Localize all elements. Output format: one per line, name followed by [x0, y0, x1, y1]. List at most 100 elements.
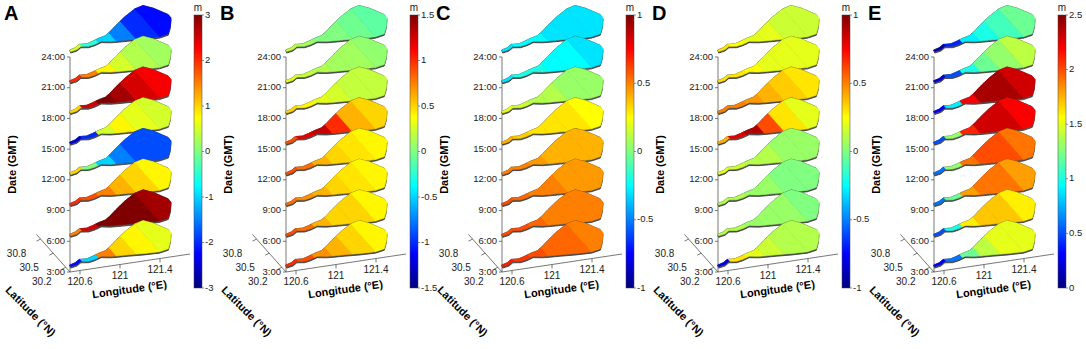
- colorbar-tick: [850, 288, 852, 289]
- colorbar-unit: m: [842, 2, 850, 13]
- colorbar-tick-label: -0.5: [853, 213, 869, 224]
- water-level-cell: [296, 163, 314, 170]
- water-level-cell: [351, 36, 387, 67]
- z-axis-line: [502, 57, 503, 272]
- z-axis-line: [718, 57, 719, 272]
- water-level-cell: [999, 36, 1035, 67]
- y-tick: [913, 253, 917, 255]
- water-level-cell: [944, 193, 962, 200]
- water-level-cell: [728, 255, 746, 262]
- x-tick: [1024, 259, 1025, 263]
- y-tick-label: 30.8: [439, 248, 459, 259]
- y-tick-label: 30.5: [451, 262, 471, 273]
- y-tick: [49, 253, 53, 255]
- z-axis-line: [70, 57, 71, 272]
- y-axis-title: Latitude (°N): [219, 284, 274, 339]
- colorbar-tick-label: 0: [637, 145, 642, 156]
- x-tick-label: 121.4: [795, 264, 820, 275]
- x-axis-title: Longitude (°E): [523, 278, 600, 300]
- water-level-cell: [502, 198, 514, 205]
- water-level-cell: [286, 167, 298, 174]
- z-tick-label: 24:00: [905, 51, 929, 62]
- z-tick: [283, 241, 286, 242]
- water-level-cell: [502, 106, 514, 113]
- z-tick-label: 9:00: [263, 204, 282, 215]
- colorbar-tick-label: 0.5: [853, 77, 866, 88]
- z-tick-label: 9:00: [911, 204, 930, 215]
- water-level-cell: [934, 198, 946, 205]
- water-level-cell: [80, 70, 98, 77]
- x-tick-label: 121.4: [1011, 264, 1036, 275]
- colorbar-tick: [850, 151, 852, 152]
- water-level-cell: [80, 163, 98, 170]
- z-tick-label: 15:00: [41, 143, 65, 154]
- z-tick: [715, 272, 718, 273]
- colorbar-tick: [634, 288, 636, 289]
- y-tick-label: 30.5: [19, 262, 39, 273]
- y-tick-label: 30.5: [883, 262, 903, 273]
- colorbar-unit: m: [626, 2, 634, 13]
- z-tick: [715, 87, 718, 88]
- slice-shadow: [934, 221, 1036, 269]
- colorbar-tick-label: 0: [205, 145, 210, 156]
- time-slice: [502, 221, 604, 269]
- slice-shadow: [286, 221, 388, 269]
- z-tick-label: 12:00: [473, 173, 497, 184]
- x-tick-label: 121: [760, 270, 777, 281]
- water-level-cell: [296, 224, 314, 231]
- z-tick: [283, 149, 286, 150]
- time-slice: [718, 221, 820, 269]
- z-tick-label: 3:00: [479, 266, 498, 277]
- x-tick: [80, 271, 81, 275]
- water-level-cell: [999, 98, 1035, 129]
- z-tick-label: 15:00: [257, 143, 281, 154]
- water-level-cell: [718, 75, 730, 82]
- water-level-cell: [718, 167, 730, 174]
- x-tick: [376, 259, 377, 263]
- water-level-cell: [286, 229, 298, 236]
- colorbar-tick: [1066, 178, 1068, 179]
- z-tick: [931, 87, 934, 88]
- panel-letter: B: [220, 2, 234, 24]
- z-tick: [715, 179, 718, 180]
- colorbar-tick-label: 2: [205, 54, 210, 65]
- y-tick: [469, 239, 473, 241]
- colorbar-tick-label: 0: [1069, 282, 1074, 293]
- z-tick: [67, 118, 70, 119]
- water-level-cell: [80, 224, 98, 231]
- x-axis-title: Longitude (°E): [91, 278, 168, 300]
- water-level-cell: [296, 193, 314, 200]
- colorbar: [842, 15, 850, 288]
- y-axis-title: Latitude (°N): [3, 284, 58, 339]
- z-tick-label: 6:00: [479, 235, 498, 246]
- z-tick: [499, 57, 502, 58]
- z-tick: [715, 241, 718, 242]
- water-level-cell: [512, 163, 530, 170]
- z-axis-line: [934, 57, 935, 272]
- water-level-cell: [135, 159, 171, 190]
- colorbar-tick-label: 0.5: [637, 77, 650, 88]
- z-tick-label: 6:00: [47, 235, 66, 246]
- water-level-cell: [718, 259, 730, 266]
- water-level-cell: [934, 167, 946, 174]
- z-axis-line: [286, 57, 287, 272]
- z-tick-label: 6:00: [911, 235, 930, 246]
- water-level-cell: [718, 106, 730, 113]
- z-tick: [931, 149, 934, 150]
- z-tick-label: 9:00: [695, 204, 714, 215]
- y-axis-title: Latitude (°N): [435, 284, 490, 339]
- water-level-cell: [296, 70, 314, 77]
- water-level-cell: [567, 6, 603, 37]
- x-tick-label: 121.4: [579, 264, 604, 275]
- x-tick: [296, 271, 297, 275]
- colorbar-tick: [418, 197, 420, 198]
- z-tick-label: 24:00: [41, 51, 65, 62]
- colorbar-tick: [1066, 233, 1068, 234]
- y-tick: [37, 239, 41, 241]
- panel: E120.6121121.430.230.530.83:006:009:0012…: [867, 2, 1082, 339]
- water-level-cell: [944, 255, 962, 262]
- y-tick: [901, 239, 905, 241]
- colorbar-tick-label: 1: [853, 9, 858, 20]
- water-level-cell: [70, 167, 82, 174]
- z-tick-label: 15:00: [473, 143, 497, 154]
